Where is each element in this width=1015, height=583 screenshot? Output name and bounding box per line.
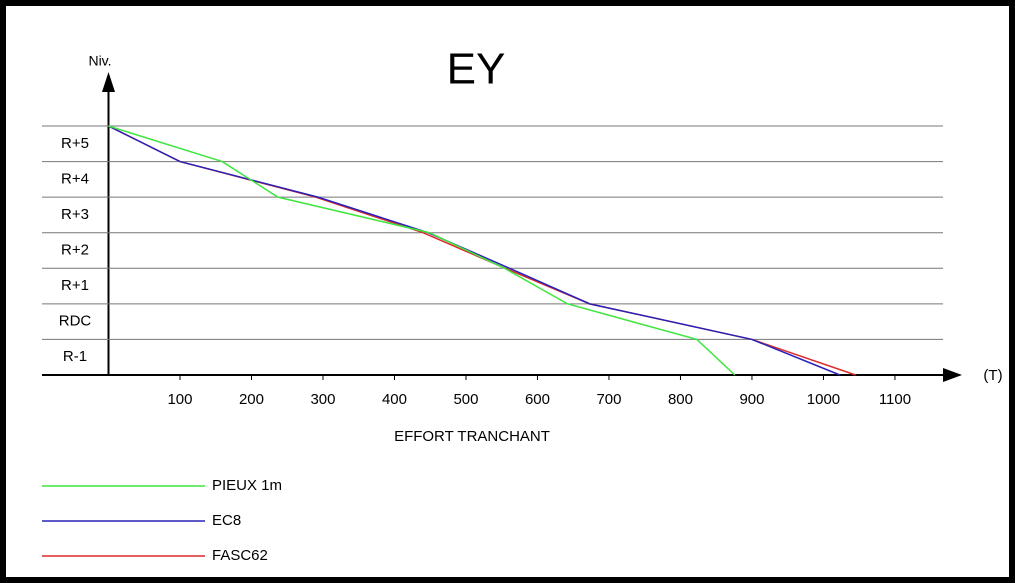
x-tick-label: 400 <box>382 391 407 408</box>
y-axis-label: Niv. <box>88 53 111 69</box>
x-tick-label: 500 <box>453 391 478 408</box>
series-line <box>108 125 736 376</box>
level-label: RDC <box>59 313 92 330</box>
level-label: R+5 <box>61 135 89 152</box>
x-unit: (T) <box>983 367 1002 384</box>
level-label: R+1 <box>61 277 89 294</box>
x-tick-label: 100 <box>167 391 192 408</box>
series-line <box>108 125 841 376</box>
x-tick-label: 1100 <box>879 391 911 408</box>
level-label: R+2 <box>61 241 89 258</box>
y-arrow <box>102 72 115 92</box>
level-label: R-1 <box>63 348 87 365</box>
x-axis-label: EFFORT TRANCHANT <box>394 428 550 445</box>
x-tick-label: 1000 <box>807 391 840 408</box>
x-tick-label: 200 <box>239 391 264 408</box>
x-tick-label: 900 <box>739 391 764 408</box>
chart-title: EY <box>447 45 506 94</box>
x-tick-label: 600 <box>525 391 550 408</box>
x-tick-label: 700 <box>596 391 621 408</box>
level-label: R+3 <box>61 206 89 223</box>
x-tick-label: 300 <box>310 391 335 408</box>
level-label: R+4 <box>61 170 89 187</box>
legend-label: FASC62 <box>212 547 268 564</box>
x-arrow <box>943 368 962 382</box>
legend-label: EC8 <box>212 512 241 529</box>
x-tick-label: 800 <box>668 391 693 408</box>
legend-label: PIEUX 1m <box>212 477 282 494</box>
